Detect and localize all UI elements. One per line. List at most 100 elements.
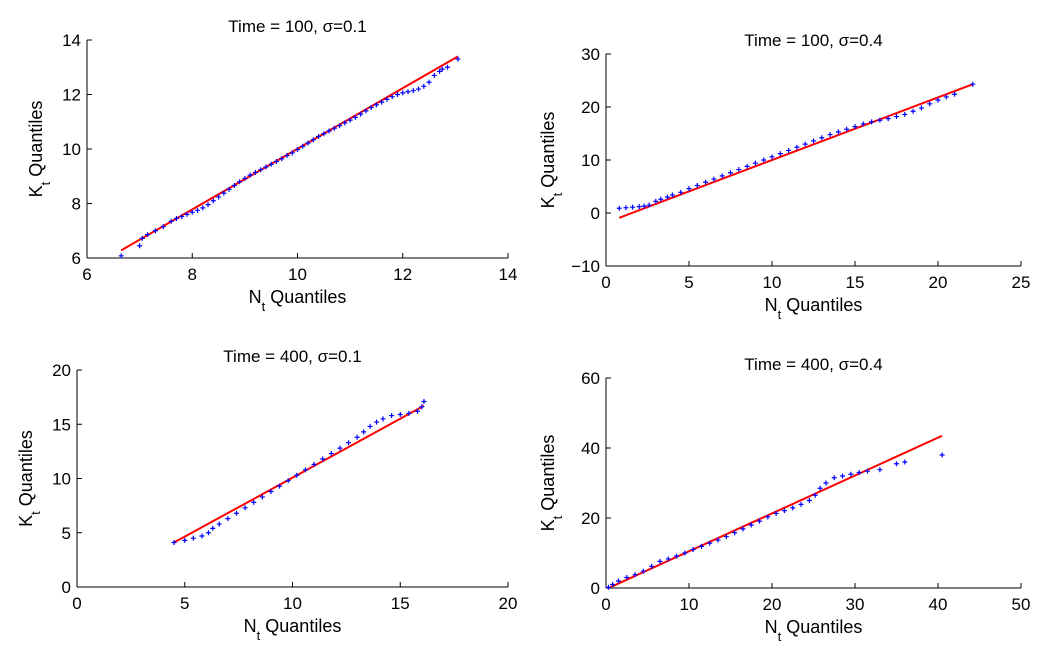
quantile-point: [939, 452, 945, 458]
x-axis-label-sub: t: [778, 629, 782, 644]
quantile-point: [640, 568, 646, 574]
quantile-point: [421, 398, 427, 404]
quantile-point: [781, 508, 787, 514]
quantile-point: [653, 198, 659, 204]
x-tick-label: 20: [499, 594, 518, 613]
y-axis-label: Kt Quantiles: [538, 112, 565, 209]
quantile-point: [952, 91, 958, 97]
quantile-point: [765, 514, 771, 520]
quantile-point: [902, 111, 908, 117]
quantile-point: [777, 151, 783, 157]
quantile-point: [210, 198, 216, 204]
quantile-point: [817, 485, 823, 491]
quantile-points: [171, 398, 427, 546]
quantile-point: [397, 411, 403, 417]
x-tick-label: 6: [82, 265, 91, 284]
quantile-point: [389, 94, 395, 100]
y-tick-label: 15: [52, 415, 71, 434]
x-tick-label: 12: [393, 265, 412, 284]
quantile-point: [389, 413, 395, 419]
subplot-3: 0 5 10 15 20 0 5 10 15 20 Time = 400, σ=0.1 Nt Quan…: [16, 347, 517, 643]
x-tick-label: 14: [499, 265, 518, 284]
x-tick-label: 30: [846, 595, 865, 614]
panels: 6 8 10 12 14 6 8 10 12 14 Time = 100, σ=0.1 Nt Quan…: [16, 17, 1030, 644]
quantile-point: [171, 540, 177, 546]
quantile-point: [678, 189, 684, 195]
y-axis-label-rest: Quantiles: [16, 430, 36, 511]
quantile-point: [658, 196, 664, 202]
quantile-point: [970, 81, 976, 87]
quantile-point: [145, 232, 151, 238]
y-axis-label: Kt Quantiles: [16, 430, 43, 527]
quantile-point: [698, 543, 704, 549]
quantile-point: [258, 167, 264, 173]
quantile-point: [414, 408, 420, 414]
quantile-point: [918, 105, 924, 111]
quantile-point: [748, 522, 754, 528]
chart-title: Time = 100, σ=0.4: [744, 31, 882, 50]
quantile-point: [118, 253, 124, 259]
x-axis-label-main: N: [765, 295, 778, 315]
quantile-point: [216, 194, 222, 200]
x-axis-label-rest: Quantiles: [265, 287, 346, 307]
quantile-point: [400, 90, 406, 96]
quantile-point: [179, 214, 185, 220]
quantile-point: [410, 88, 416, 94]
x-tick-label: 10: [763, 273, 782, 292]
quantile-point: [289, 150, 295, 156]
quantile-point: [757, 518, 763, 524]
quantile-point: [247, 172, 253, 178]
quantile-point: [200, 205, 206, 211]
quantile-point: [139, 235, 145, 241]
quantile-point: [394, 92, 400, 97]
quantile-point: [237, 179, 243, 185]
quantile-point: [840, 473, 846, 479]
quantile-point: [419, 404, 425, 410]
quantile-point: [268, 161, 274, 167]
quantile-point: [233, 510, 239, 516]
quantile-point: [798, 501, 804, 507]
quantile-points: [118, 56, 461, 259]
y-tick-label: 14: [62, 31, 81, 50]
x-axis-label-rest: Quantiles: [781, 617, 862, 637]
x-axis-label-rest: Quantiles: [781, 295, 862, 315]
quantile-point: [352, 114, 358, 120]
y-tick-label: 5: [62, 524, 71, 543]
y-tick-label: 30: [581, 45, 600, 64]
quantile-point: [812, 492, 818, 498]
chart-title: Time = 400, σ=0.4: [744, 355, 882, 374]
x-tick-label: 0: [601, 273, 610, 292]
y-axis-label-sub: t: [28, 511, 43, 515]
quantile-point: [894, 461, 899, 467]
quantile-point: [225, 516, 231, 522]
y-axis-label-sub: t: [38, 181, 53, 185]
y-axis-label-sub: t: [550, 192, 565, 196]
quantile-point: [852, 124, 858, 130]
y-axis-label-rest: Quantiles: [26, 101, 46, 182]
quantile-point: [173, 215, 179, 221]
quantile-point: [794, 144, 800, 150]
quantile-point: [373, 102, 379, 108]
x-tick-label: 25: [1012, 273, 1031, 292]
quantile-point: [284, 153, 290, 159]
quantile-point: [732, 530, 738, 536]
quantile-point: [311, 461, 317, 467]
quantile-point: [426, 79, 432, 85]
x-tick-label: 15: [391, 594, 410, 613]
quantile-point: [182, 537, 188, 543]
quantile-point: [902, 459, 908, 465]
quantile-point: [300, 143, 306, 149]
x-tick-label: 15: [846, 273, 865, 292]
quantile-point: [694, 182, 700, 188]
x-tick-label: 10: [288, 265, 307, 284]
quantile-point: [406, 410, 412, 416]
quantile-point: [347, 117, 353, 123]
quantile-point: [316, 133, 322, 139]
quantile-point: [715, 537, 721, 543]
quantile-point: [623, 205, 629, 211]
x-tick-label: 0: [72, 594, 81, 613]
quantile-point: [421, 83, 427, 89]
quantile-point: [632, 572, 638, 578]
